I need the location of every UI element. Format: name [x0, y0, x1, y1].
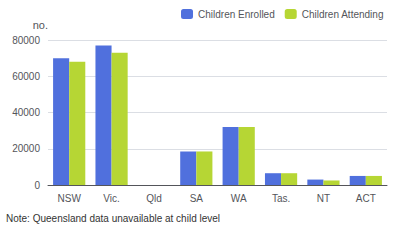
svg-text:60000: 60000 [12, 71, 40, 82]
svg-text:WA: WA [231, 193, 247, 204]
svg-text:SA: SA [190, 193, 204, 204]
svg-text:NT: NT [317, 193, 330, 204]
svg-text:Vic.: Vic. [103, 193, 120, 204]
svg-text:ACT: ACT [356, 193, 376, 204]
svg-text:Note: Queensland data unavaila: Note: Queensland data unavailable at chi… [6, 213, 220, 224]
svg-text:Children Enrolled: Children Enrolled [198, 9, 275, 20]
svg-text:Children Attending: Children Attending [302, 9, 384, 20]
svg-text:Tas.: Tas. [272, 193, 290, 204]
svg-text:80000: 80000 [12, 35, 40, 46]
svg-text:40000: 40000 [12, 107, 40, 118]
svg-text:NSW: NSW [58, 193, 82, 204]
svg-text:no.: no. [33, 19, 48, 31]
svg-text:20000: 20000 [12, 143, 40, 154]
svg-text:Qld: Qld [146, 193, 162, 204]
svg-text:0: 0 [34, 180, 40, 191]
